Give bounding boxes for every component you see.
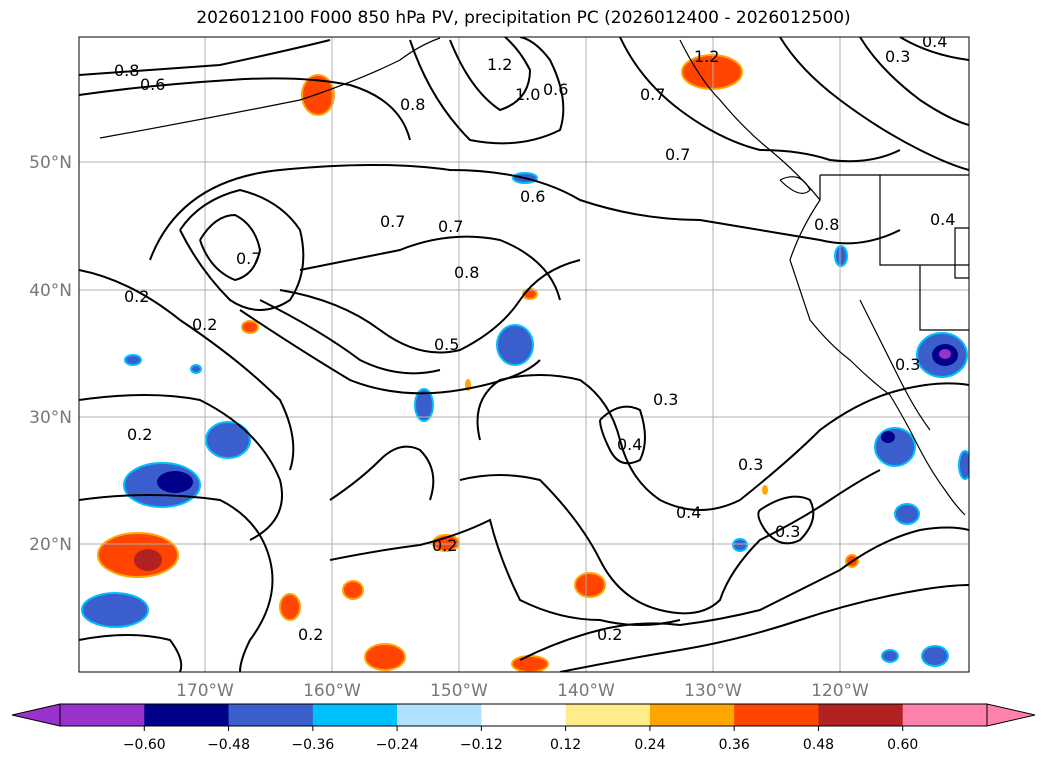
lat-label: 40°N xyxy=(29,281,72,301)
colorbar-segment xyxy=(144,704,230,726)
contour-label: 0.6 xyxy=(543,80,568,99)
contour-label: 0.3 xyxy=(895,355,920,374)
colorbar-tick-label: 0.36 xyxy=(719,737,750,753)
lon-label: 170°W xyxy=(176,681,234,701)
map-area: 0.8 0.6 1.2 1.0 0.6 0.7 0.8 1.2 0.3 0.4 … xyxy=(79,32,969,672)
map-frame xyxy=(78,36,970,673)
colorbar-segment xyxy=(397,704,482,726)
colorbar-segment xyxy=(734,704,819,726)
contour-label: 0.7 xyxy=(438,217,463,236)
colorbar: −0.60 −0.48 −0.36 −0.24 −0.12 0.12 0.24 0.36 0.4… xyxy=(11,703,1036,753)
contour-label: 0.3 xyxy=(885,47,910,66)
colorbar-over-extend xyxy=(986,703,1036,727)
contour-label: 1.0 xyxy=(515,85,540,104)
contour-label: 0.3 xyxy=(738,455,763,474)
gridlines xyxy=(79,37,969,672)
contour-label: 0.2 xyxy=(298,625,323,644)
contour-label: 0.7 xyxy=(236,249,261,268)
lon-label: 160°W xyxy=(303,681,361,701)
lon-label: 150°W xyxy=(430,681,488,701)
contour-label: 0.6 xyxy=(520,187,545,206)
colorbar-segment xyxy=(481,704,567,726)
lat-label: 30°N xyxy=(29,408,72,428)
contour-label: 0.8 xyxy=(114,61,139,80)
colorbar-tick-label: −0.36 xyxy=(291,737,334,753)
colorbar-tick-label: 0.48 xyxy=(803,737,834,753)
contour-label: 0.8 xyxy=(454,263,479,282)
contour-labels: 0.8 0.6 1.2 1.0 0.6 0.7 0.8 1.2 0.3 0.4 … xyxy=(114,32,955,644)
map-title: 2026012100 F000 850 hPa PV, precipitatio… xyxy=(196,8,851,28)
latitude-labels: 50°N 40°N 30°N 20°N xyxy=(29,153,72,555)
colorbar-segment xyxy=(818,704,904,726)
contour-label: 0.4 xyxy=(676,503,701,522)
colorbar-tick-label: −0.60 xyxy=(123,737,166,753)
pv-contours xyxy=(79,37,969,672)
colorbar-segment xyxy=(649,704,735,726)
lon-label: 130°W xyxy=(684,681,742,701)
contour-label: 0.3 xyxy=(653,390,678,409)
contour-label: 0.2 xyxy=(124,287,149,306)
lon-label: 140°W xyxy=(557,681,615,701)
contour-label: 0.4 xyxy=(930,210,955,229)
colorbar-tick-label: −0.12 xyxy=(460,737,503,753)
contour-label: 0.4 xyxy=(922,32,947,51)
colorbar-frame xyxy=(59,703,988,727)
contour-label: 1.2 xyxy=(487,55,512,74)
contour-label: 0.7 xyxy=(640,85,665,104)
colorbar-under-extend xyxy=(11,703,61,727)
colorbar-segment xyxy=(312,704,398,726)
contour-label: 0.2 xyxy=(192,315,217,334)
colorbar-tick-label: 0.12 xyxy=(550,737,581,753)
colorbar-tick-label: −0.48 xyxy=(207,737,250,753)
colorbar-segment xyxy=(565,704,651,726)
lon-label: 120°W xyxy=(811,681,869,701)
contour-label: 0.2 xyxy=(597,625,622,644)
contour-label: 0.2 xyxy=(432,536,457,555)
contour-label: 0.8 xyxy=(814,215,839,234)
colorbar-tick-label: −0.24 xyxy=(376,737,419,753)
contour-label: 0.6 xyxy=(140,75,165,94)
contour-label: 0.5 xyxy=(434,335,459,354)
coastlines xyxy=(99,37,969,516)
contour-label: 1.2 xyxy=(694,47,719,66)
contour-label: 0.2 xyxy=(127,425,152,444)
contour-label: 0.7 xyxy=(380,212,405,231)
lat-label: 20°N xyxy=(29,535,72,555)
colorbar-tick-label: 0.60 xyxy=(887,737,918,753)
contour-label: 0.4 xyxy=(617,435,642,454)
longitude-labels: 170°W 160°W 150°W 140°W 130°W 120°W xyxy=(176,681,869,701)
lat-label: 50°N xyxy=(29,153,72,173)
contour-label: 0.3 xyxy=(775,522,800,541)
colorbar-tick-label: 0.24 xyxy=(634,737,665,753)
colorbar-segment xyxy=(60,704,145,726)
contour-label: 0.8 xyxy=(400,95,425,114)
colorbar-segment xyxy=(902,704,988,726)
contour-label: 0.7 xyxy=(665,145,690,164)
colorbar-segment xyxy=(228,704,314,726)
